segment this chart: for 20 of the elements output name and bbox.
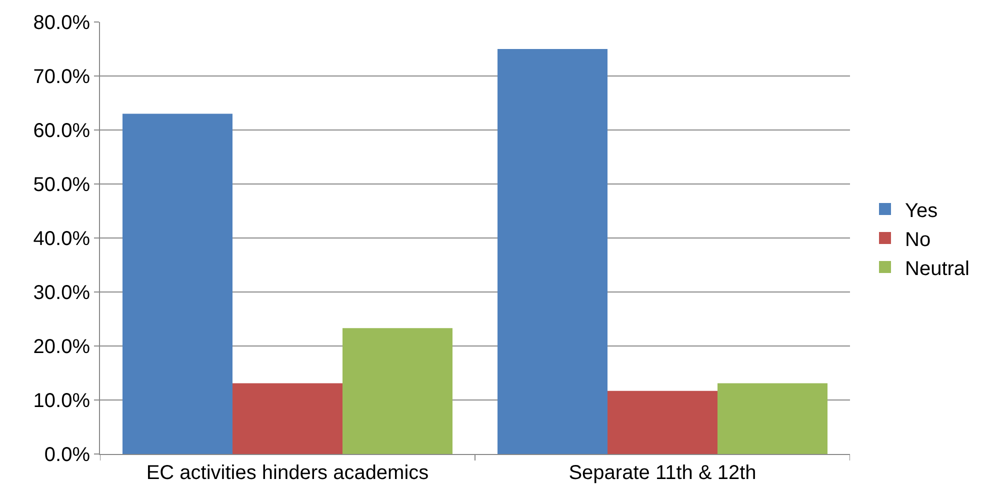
y-tick-label: 30.0% bbox=[33, 282, 90, 304]
legend-label: No bbox=[905, 228, 931, 251]
legend-label: Yes bbox=[905, 200, 938, 222]
y-tick-label: 10.0% bbox=[33, 390, 90, 412]
bar bbox=[718, 383, 828, 454]
bar bbox=[498, 49, 608, 454]
y-tick-label: 50.0% bbox=[33, 174, 90, 196]
x-tick-label: Separate 11th & 12th bbox=[568, 462, 756, 484]
legend-label: Neutral bbox=[905, 258, 970, 280]
y-tick-label: 20.0% bbox=[33, 336, 90, 358]
y-tick-label: 60.0% bbox=[33, 120, 90, 142]
x-tick-label: EC activities hinders academics bbox=[146, 462, 429, 484]
bar bbox=[122, 114, 232, 454]
y-tick-label: 0.0% bbox=[44, 444, 90, 466]
bar bbox=[342, 328, 452, 454]
y-tick-label: 70.0% bbox=[33, 66, 90, 88]
bar bbox=[608, 390, 718, 454]
bar bbox=[232, 383, 342, 454]
y-tick-label: 40.0% bbox=[33, 228, 90, 250]
y-tick-label: 80.0% bbox=[33, 12, 90, 34]
